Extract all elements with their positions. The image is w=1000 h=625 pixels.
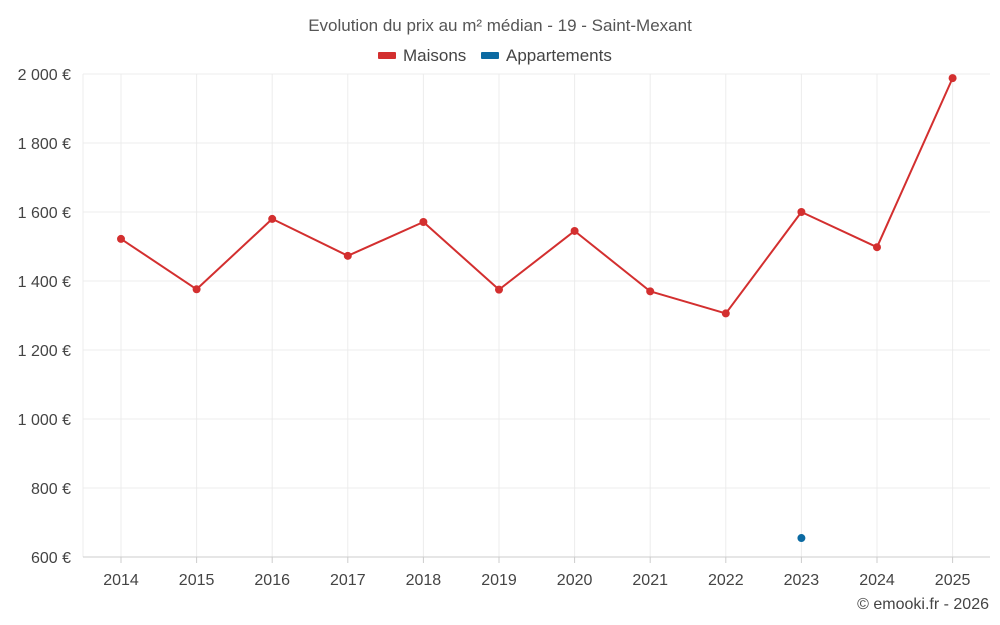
x-tick-label: 2017 (330, 572, 366, 589)
chart-title: Evolution du prix au m² médian - 19 - Sa… (308, 16, 692, 35)
data-point-maisons-2015[interactable] (192, 285, 201, 294)
x-tick-label: 2021 (632, 572, 668, 589)
y-tick-label: 1 600 € (18, 205, 71, 222)
legend-label-maisons[interactable]: Maisons (403, 46, 466, 65)
y-tick-label: 800 € (31, 481, 71, 498)
x-tick-label: 2025 (935, 572, 971, 589)
x-tick-label: 2022 (708, 572, 744, 589)
legend-swatch-appartements (481, 52, 499, 59)
x-tick-label: 2023 (784, 572, 820, 589)
x-tick-label: 2020 (557, 572, 593, 589)
x-tick-label: 2014 (103, 572, 139, 589)
y-tick-label: 1 800 € (18, 136, 71, 153)
data-point-maisons-2023[interactable] (797, 208, 806, 216)
y-tick-label: 1 000 € (18, 412, 71, 429)
x-tick-label: 2018 (406, 572, 442, 589)
data-point-maisons-2025[interactable] (948, 74, 957, 83)
legend-label-appartements[interactable]: Appartements (506, 46, 612, 65)
x-tick-label: 2019 (481, 572, 517, 589)
credit-text: © emooki.fr - 2026 (857, 596, 989, 613)
x-tick-label: 2015 (179, 572, 215, 589)
y-tick-label: 600 € (31, 550, 71, 567)
x-tick-label: 2016 (254, 572, 290, 589)
data-point-maisons-2022[interactable] (721, 309, 730, 318)
data-point-maisons-2016[interactable] (268, 214, 277, 223)
data-point-maisons-2017[interactable] (343, 251, 352, 260)
data-point-maisons-2021[interactable] (646, 287, 655, 296)
data-point-maisons-2020[interactable] (570, 226, 579, 235)
y-tick-label: 2 000 € (18, 67, 71, 84)
y-tick-label: 1 400 € (18, 274, 71, 291)
data-point-maisons-2019[interactable] (495, 285, 503, 294)
data-point-maisons-2018[interactable] (419, 218, 428, 227)
data-point-maisons-2014[interactable] (117, 234, 125, 243)
y-tick-label: 1 200 € (18, 343, 71, 360)
legend-swatch-maisons (378, 52, 396, 59)
plot-area: 600 € 800 € 1 000 € 1 200 € 1 400 € 1 600 € 1 … (18, 67, 990, 589)
data-point-maisons-2024[interactable] (873, 243, 881, 252)
series-line-maisons (120, 77, 954, 315)
x-tick-label: 2024 (859, 572, 895, 589)
legend[interactable]: Maisons Appartements (378, 46, 612, 65)
data-point-appartements-2023[interactable] (797, 534, 806, 543)
